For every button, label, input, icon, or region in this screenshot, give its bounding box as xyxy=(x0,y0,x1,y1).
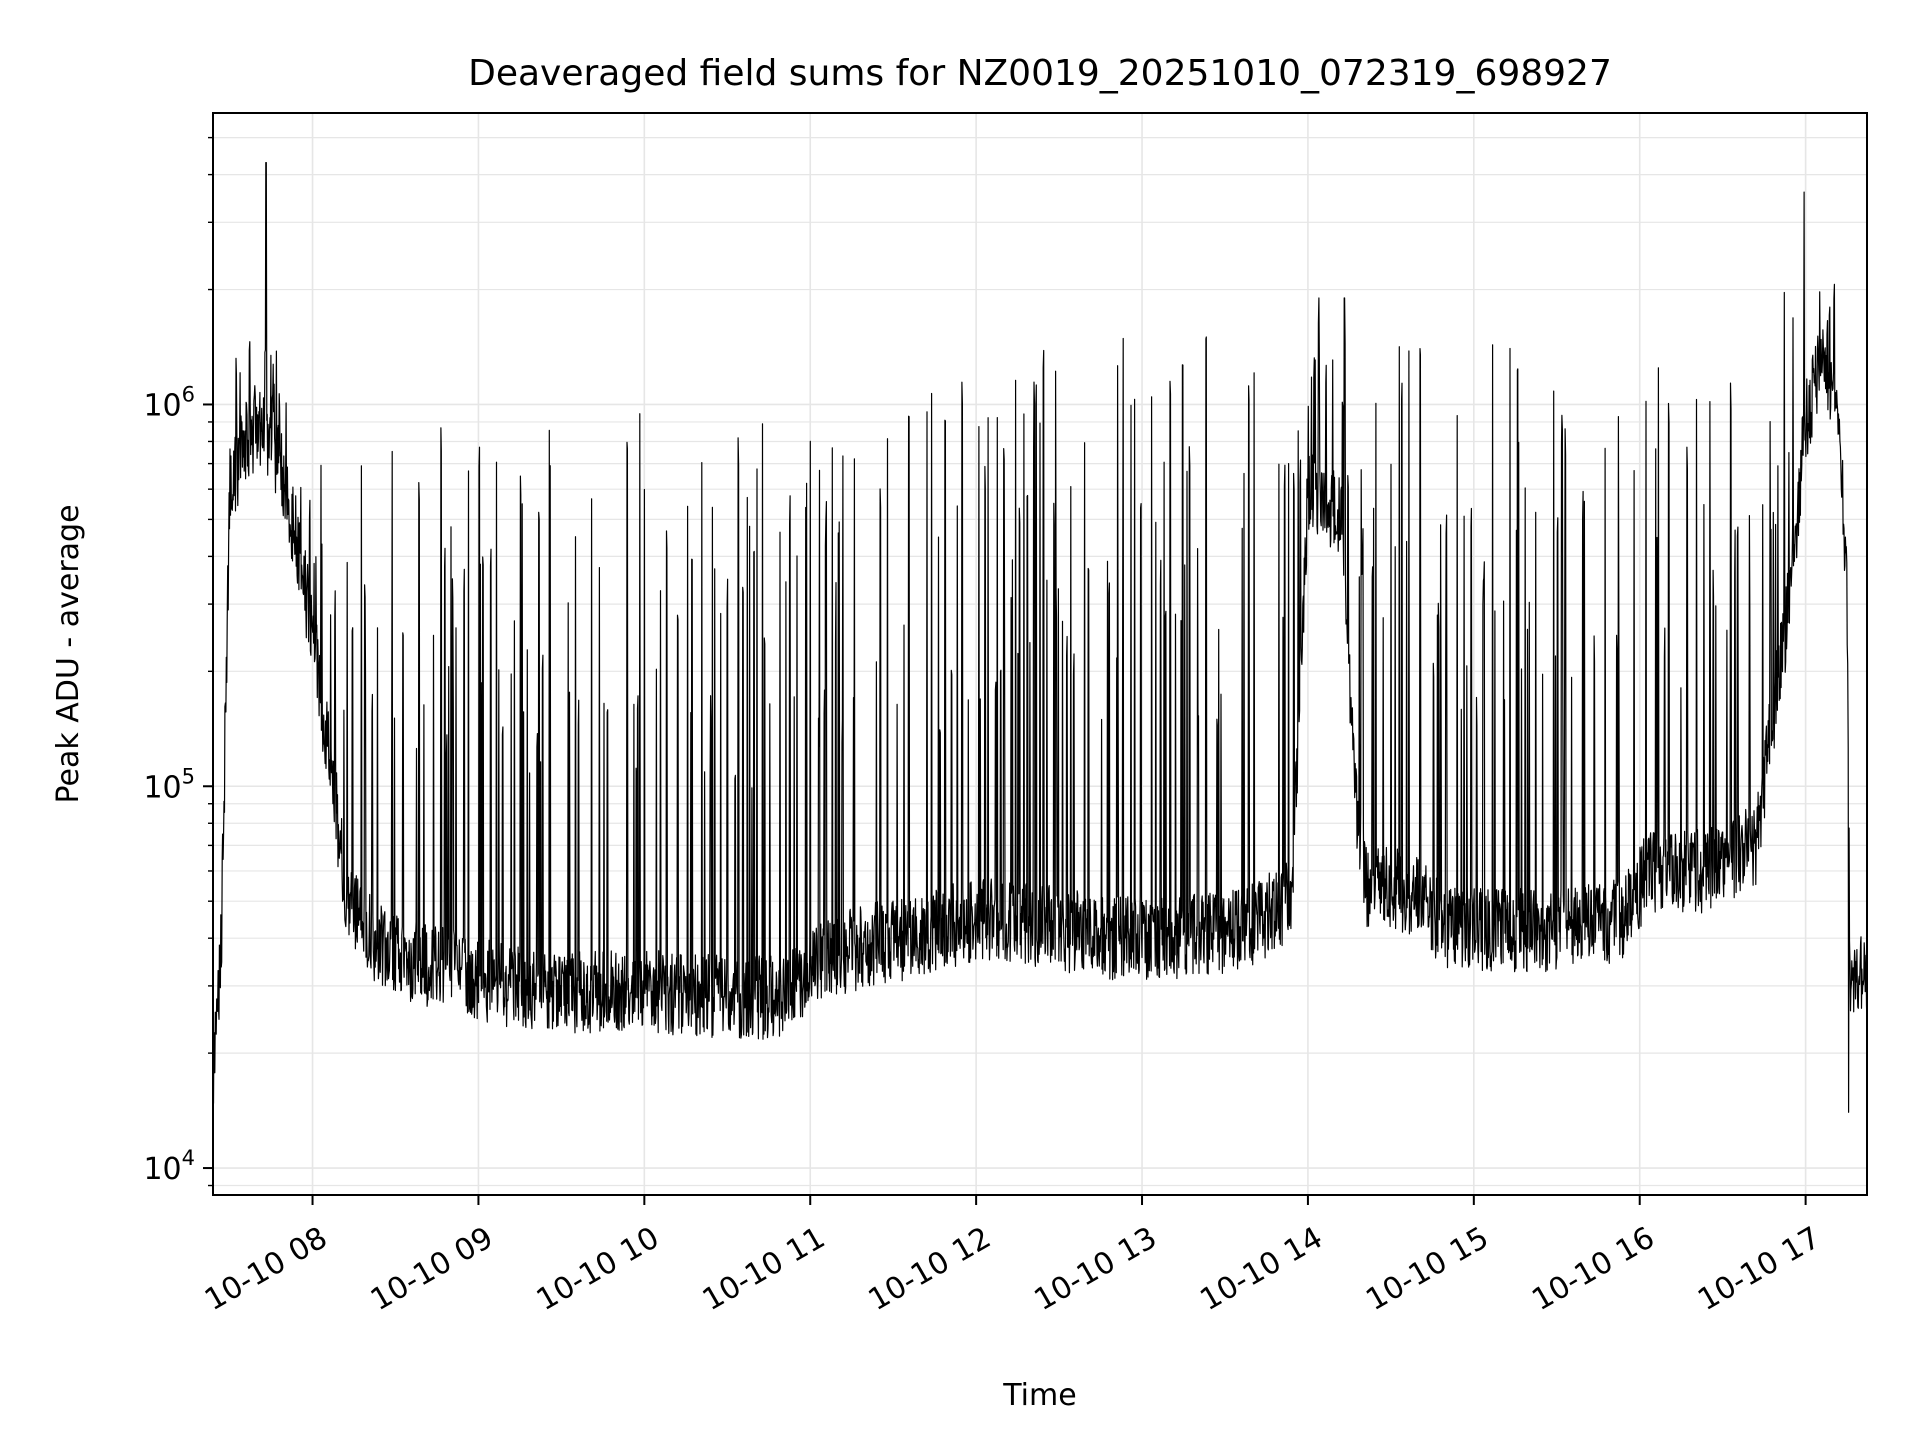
y-tick-exponent: 4 xyxy=(182,1146,195,1170)
series-line xyxy=(212,162,1868,1113)
chart-title: Deaveraged field sums for NZ0019_2025101… xyxy=(468,53,1612,94)
y-tick-exponent: 5 xyxy=(182,764,195,788)
y-tick-label: 105 xyxy=(143,764,195,805)
plot-frame xyxy=(212,112,1868,1196)
plot-area xyxy=(212,162,1868,1113)
y-tick-exponent: 6 xyxy=(182,382,195,406)
y-axis-label: Peak ADU - average xyxy=(51,504,86,803)
x-axis-label: Time xyxy=(1002,1378,1076,1413)
